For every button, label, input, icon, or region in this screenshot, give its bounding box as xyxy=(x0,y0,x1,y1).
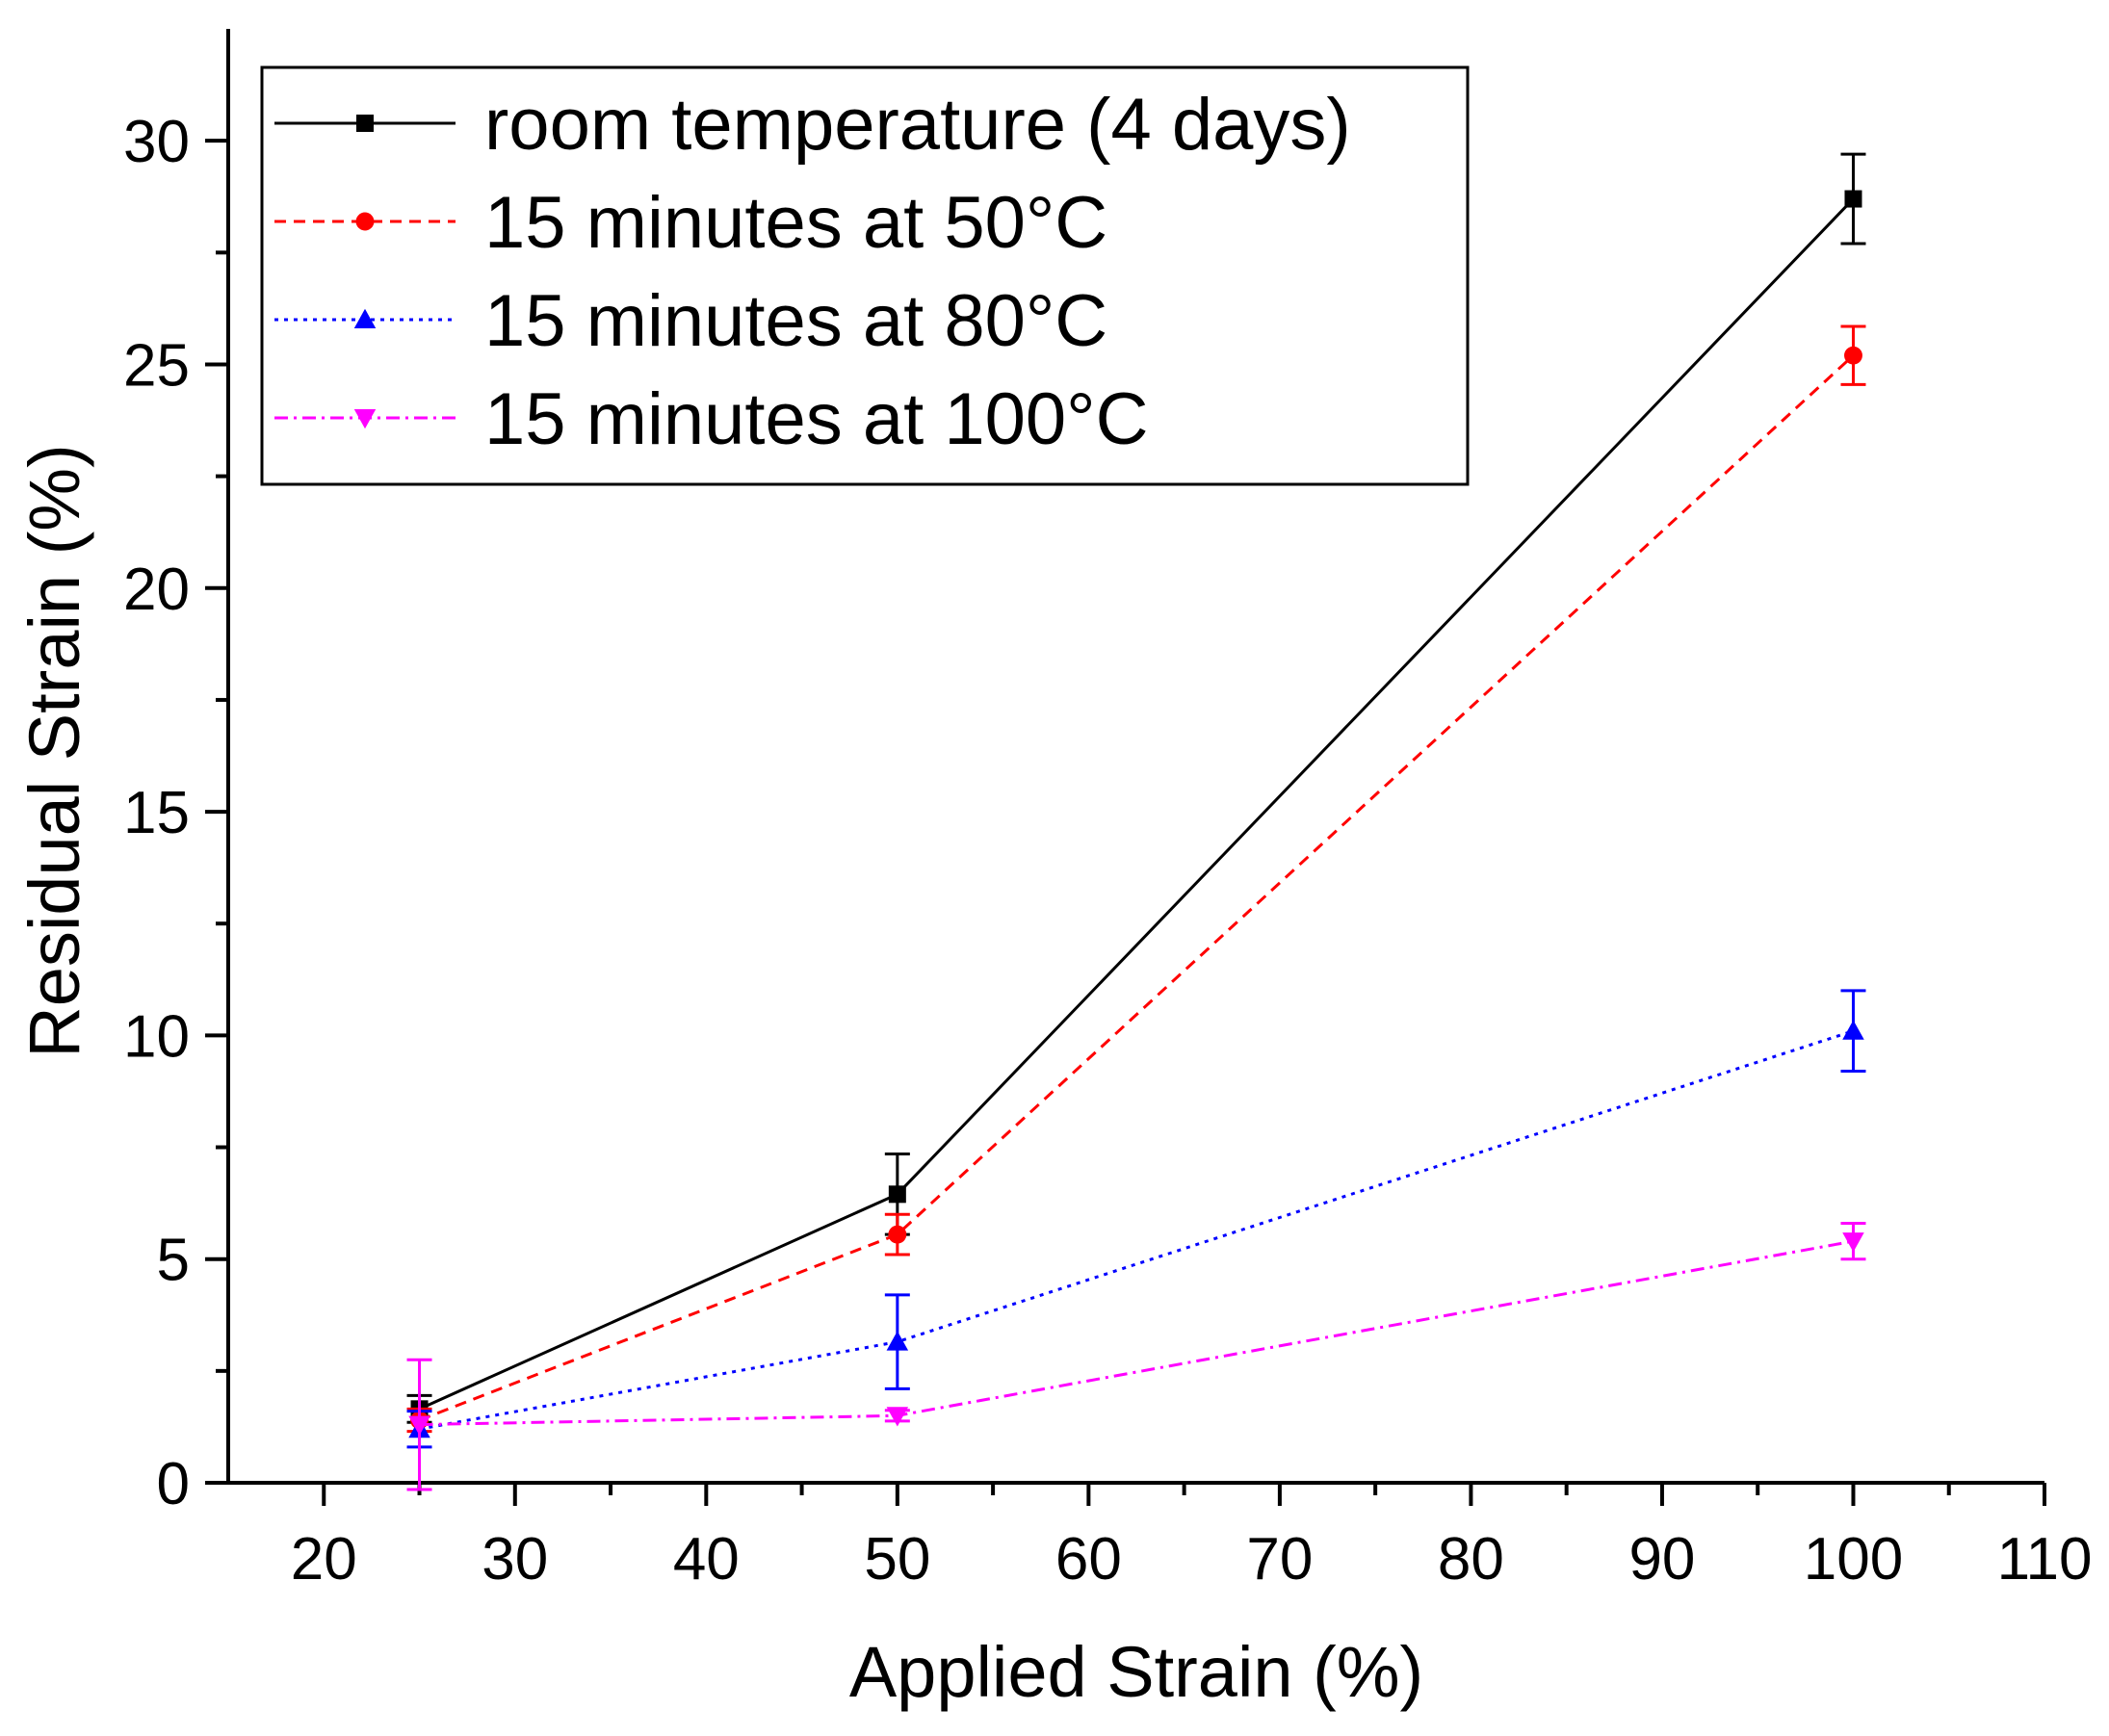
data-point xyxy=(1844,346,1862,365)
legend-marker xyxy=(353,409,377,429)
y-tick-label: 0 xyxy=(157,1451,190,1517)
x-tick-label: 90 xyxy=(1628,1526,1695,1593)
legend-label: room temperature (4 days) xyxy=(484,84,1351,166)
series-line xyxy=(419,1239,1854,1427)
data-point xyxy=(886,1407,909,1427)
legend: room temperature (4 days) 15 minutes at 5… xyxy=(260,65,1470,486)
data-point xyxy=(408,1415,430,1436)
series-layer xyxy=(406,152,1866,1491)
data-point xyxy=(888,1185,906,1204)
data-point xyxy=(1842,1020,1864,1040)
legend-item: 15 minutes at 100°C xyxy=(274,378,1148,460)
legend-marker xyxy=(353,308,377,328)
x-tick-label: 100 xyxy=(1804,1526,1903,1593)
x-tick-label: 50 xyxy=(864,1526,930,1593)
y-tick-label: 20 xyxy=(123,557,190,623)
x-tick-label: 20 xyxy=(291,1526,357,1593)
legend-item: 15 minutes at 80°C xyxy=(274,280,1107,362)
x-tick-label: 60 xyxy=(1055,1526,1122,1593)
x-tick-label: 80 xyxy=(1438,1526,1504,1593)
series-3 xyxy=(406,989,1866,1449)
x-tick-label: 70 xyxy=(1246,1526,1313,1593)
legend-label: 15 minutes at 50°C xyxy=(484,182,1107,264)
series-line xyxy=(419,1029,1854,1431)
y-tick-label: 15 xyxy=(123,780,190,846)
series-line xyxy=(418,354,1855,1422)
legend-marker xyxy=(356,115,374,132)
axes: 20 30 40 50 60 70 80 90 100 110 0 5 10 15 20 25 30 xyxy=(123,29,2092,1593)
data-point xyxy=(1842,1232,1864,1253)
legend-box xyxy=(260,65,1470,486)
series-4 xyxy=(406,1222,1866,1491)
y-tick-label: 25 xyxy=(123,332,190,399)
y-axis-title: Residual Strain (%) xyxy=(14,444,94,1057)
x-tick-label: 40 xyxy=(673,1526,740,1593)
data-point xyxy=(1844,190,1862,208)
legend-item: 15 minutes at 50°C xyxy=(274,182,1107,264)
series-2 xyxy=(406,324,1866,1434)
legend-item: room temperature (4 days) xyxy=(274,84,1351,166)
data-point xyxy=(888,1225,907,1244)
legend-marker xyxy=(355,212,375,231)
x-tick-label: 110 xyxy=(1997,1526,2093,1593)
data-point xyxy=(886,1331,909,1351)
y-tick-label: 10 xyxy=(123,1003,190,1070)
legend-label: 15 minutes at 80°C xyxy=(484,280,1107,362)
legend-label: 15 minutes at 100°C xyxy=(484,378,1148,460)
y-tick-label: 30 xyxy=(123,109,190,175)
x-tick-label: 30 xyxy=(482,1526,548,1593)
y-tick-label: 5 xyxy=(157,1228,190,1294)
x-axis-title: Applied Strain (%) xyxy=(849,1632,1423,1712)
